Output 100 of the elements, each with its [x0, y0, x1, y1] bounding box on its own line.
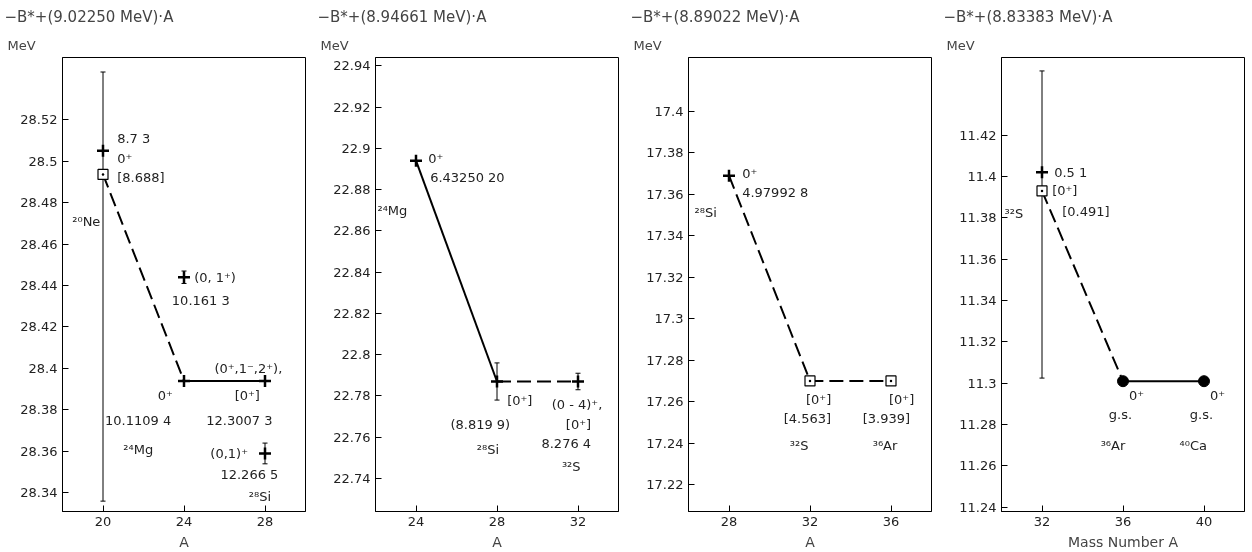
y-axis-title: MeV — [320, 37, 349, 53]
annotation: (8.819 9) — [450, 417, 511, 433]
y-tick-label: 28.34 — [20, 485, 58, 501]
annotation: 0⁺ — [742, 166, 758, 182]
x-axis-title: Mass Number A — [1068, 533, 1179, 550]
y-tick-label: 11.38 — [959, 210, 997, 226]
annotation: [4.563] — [783, 410, 832, 426]
annotation: [0⁺] — [565, 417, 592, 433]
chart-title: −B*+(8.83383 MeV)·A — [943, 7, 1114, 26]
annotation: (0, 1⁺) — [194, 269, 236, 285]
annotation: (0⁺,1⁻,2⁺), — [214, 360, 283, 376]
x-axis-title: A — [492, 533, 503, 550]
annotation: ³²S — [789, 437, 809, 453]
annotation: ³⁶Ar — [1100, 437, 1126, 453]
annotation: 8.276 4 — [541, 435, 592, 451]
annotation: ²⁴Mg — [123, 441, 154, 457]
x-tick-label: 32 — [1033, 513, 1051, 529]
annotation: [0⁺] — [888, 392, 915, 408]
x-tick-label: 24 — [175, 513, 193, 529]
annotation: [0⁺] — [1052, 183, 1078, 199]
y-tick-label: 11.3 — [967, 375, 997, 391]
y-tick-label: 28.5 — [28, 153, 58, 169]
annotation: [0.491] — [1062, 204, 1110, 220]
y-tick-label: 17.36 — [646, 186, 684, 202]
annotation: ²⁸Si — [694, 205, 717, 221]
annotation: [0⁺] — [507, 392, 533, 408]
x-tick-label: 24 — [407, 513, 425, 529]
y-tick-label: 17.4 — [654, 103, 684, 119]
y-tick-label: 11.34 — [959, 293, 997, 309]
annotation: (0 - 4)⁺, — [551, 396, 603, 412]
x-tick-label: 28 — [720, 513, 738, 529]
annotation: ²⁸Si — [248, 489, 272, 505]
x-tick-label: 20 — [94, 513, 112, 529]
y-tick-label: 22.9 — [341, 140, 371, 156]
annotation: ⁴⁰Ca — [1179, 437, 1208, 453]
annotation: g.s. — [1189, 406, 1214, 422]
x-axis-title: A — [805, 533, 816, 550]
x-tick-label: 28 — [488, 513, 506, 529]
annotation: [0⁺] — [234, 387, 260, 403]
y-tick-label: 17.34 — [646, 228, 684, 244]
x-tick-label: 36 — [1114, 513, 1132, 529]
annotation: [0⁺] — [805, 392, 832, 408]
y-tick-label: 11.36 — [959, 251, 997, 267]
annotation: 0⁺ — [1210, 388, 1226, 404]
annotation: 0.5 1 — [1054, 164, 1088, 180]
y-tick-label: 22.94 — [333, 58, 371, 74]
y-axis-title: MeV — [946, 37, 975, 53]
annotation: 10.1109 4 — [105, 412, 172, 428]
y-tick-label: 17.3 — [654, 311, 684, 327]
y-tick-label: 11.32 — [959, 334, 997, 350]
annotation: 12.266 5 — [220, 466, 279, 482]
y-tick-label: 11.24 — [959, 499, 997, 515]
x-tick-label: 36 — [882, 513, 900, 529]
y-tick-label: 28.46 — [20, 236, 58, 252]
x-axis-title: A — [179, 533, 190, 550]
annotation: ²⁸Si — [476, 442, 500, 458]
annotation: g.s. — [1108, 406, 1133, 422]
annotation: (0,1)⁺ — [210, 445, 249, 461]
y-tick-label: 11.4 — [967, 168, 997, 184]
y-tick-label: 28.44 — [20, 278, 58, 294]
annotation: ³⁶Ar — [872, 437, 899, 453]
x-tick-label: 40 — [1195, 513, 1213, 529]
chart-title: −B*+(8.89022 MeV)·A — [630, 7, 801, 26]
y-tick-label: 17.24 — [646, 435, 684, 451]
x-tick-label: 28 — [256, 513, 274, 529]
y-tick-label: 11.42 — [959, 127, 997, 143]
annotation: ³²S — [1004, 206, 1024, 222]
y-tick-label: 17.26 — [646, 394, 684, 410]
y-tick-label: 22.74 — [333, 470, 371, 486]
y-tick-label: 28.52 — [20, 112, 58, 128]
y-tick-label: 28.38 — [20, 402, 58, 418]
y-tick-label: 22.78 — [333, 388, 371, 404]
annotation: 8.7 3 — [117, 130, 151, 146]
y-tick-label: 22.88 — [333, 182, 371, 198]
y-tick-label: 17.38 — [646, 145, 684, 161]
annotation: 0⁺ — [428, 151, 444, 167]
y-tick-label: 22.8 — [341, 347, 371, 363]
chart-title: −B*+(9.02250 MeV)·A — [4, 7, 175, 26]
y-tick-label: 22.76 — [333, 429, 371, 445]
annotation: ³²S — [561, 458, 581, 474]
y-tick-label: 28.36 — [20, 443, 58, 459]
y-tick-label: 28.4 — [28, 360, 58, 376]
y-tick-label: 11.28 — [959, 417, 997, 433]
y-tick-label: 22.84 — [333, 264, 371, 280]
chart-title: −B*+(8.94661 MeV)·A — [317, 7, 488, 26]
y-tick-label: 17.22 — [646, 477, 684, 493]
annotation: 12.3007 3 — [206, 412, 273, 428]
annotation: 10.161 3 — [171, 292, 230, 308]
annotation: [8.688] — [117, 170, 165, 186]
annotation: 6.43250 20 — [430, 169, 505, 185]
y-tick-label: 22.86 — [333, 223, 371, 239]
y-tick-label: 22.92 — [333, 99, 371, 115]
y-tick-label: 17.32 — [646, 269, 684, 285]
annotation: [3.939] — [862, 410, 911, 426]
annotation: 0⁺ — [157, 387, 173, 403]
annotation: 0⁺ — [117, 150, 133, 166]
y-axis-title: MeV — [633, 37, 662, 53]
y-tick-label: 11.26 — [959, 458, 997, 474]
y-tick-label: 22.82 — [333, 305, 371, 321]
y-tick-label: 28.48 — [20, 195, 58, 211]
